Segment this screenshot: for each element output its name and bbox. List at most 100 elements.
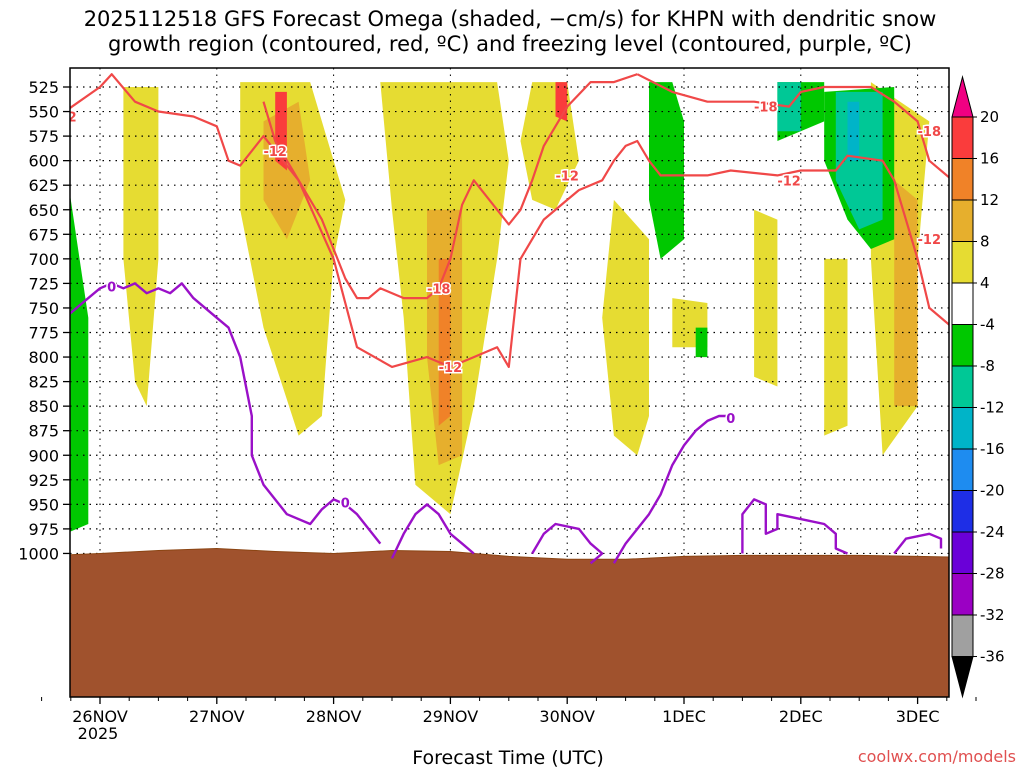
dgz-contour-label: -18 xyxy=(427,282,451,297)
omega-shaded-region xyxy=(649,82,684,259)
freezing-contour-label: 0 xyxy=(107,280,116,295)
dgz-contour-label: -18 xyxy=(918,125,942,140)
x-tick-label: 1DEC xyxy=(662,707,706,726)
colorbar-swatch xyxy=(951,407,974,450)
plot-frame xyxy=(69,67,950,698)
dgz-contour-label: -12 xyxy=(439,361,463,376)
colorbar-swatch xyxy=(951,531,974,574)
colorbar-swatch xyxy=(951,490,974,533)
freezing-level-contour xyxy=(390,503,475,559)
y-tick-label: 550 xyxy=(28,103,59,122)
dgz-contour-line xyxy=(636,73,949,179)
dgz-contour-label: -12 xyxy=(918,233,942,248)
colorbar-swatch xyxy=(951,573,974,616)
plot-border xyxy=(69,67,950,698)
y-tick-label: 650 xyxy=(28,201,59,220)
dgz-contour-line xyxy=(262,101,949,368)
y-axis-ticks: 525 550 575 600 625 650 675 700 725 750 775 800 825 8… xyxy=(18,78,70,563)
freezing-level-contour xyxy=(612,414,731,564)
colorbar-swatch xyxy=(951,614,974,657)
chart-title-line-1: 2025112518 GFS Forecast Omega (shaded, −… xyxy=(84,7,937,31)
omega-shaded-region xyxy=(123,87,159,407)
omega-shaded-region xyxy=(602,199,649,456)
dgz-contour-label: -18 xyxy=(754,101,778,116)
x-tick-label: 27NOV xyxy=(189,707,245,726)
y-tick-label: 875 xyxy=(28,422,59,441)
colorbar: 20 16 12 8 4 -4 -8 -12 -16 -20 -24 -28 -32 -36 xyxy=(951,75,1005,699)
dgz-contour-label: -12 xyxy=(53,110,77,125)
colorbar-label: 16 xyxy=(980,150,999,168)
x-tick-label: 30NOV xyxy=(539,707,595,726)
colorbar-swatch xyxy=(951,282,974,325)
freezing-level-contour xyxy=(70,282,382,545)
x-axis-label: Forecast Time (UTC) xyxy=(412,747,603,768)
colorbar-swatch xyxy=(951,324,974,367)
y-tick-label: 850 xyxy=(28,397,59,416)
freezing-contour-label: 0 xyxy=(341,496,350,511)
colorbar-swatch xyxy=(951,158,974,201)
colorbar-label: 20 xyxy=(980,108,999,126)
colorbar-label: -36 xyxy=(980,648,1005,666)
dgz-contour-line xyxy=(70,73,638,300)
y-tick-label: 625 xyxy=(28,176,59,195)
chart-title-line-2: growth region (contoured, red, ºC) and f… xyxy=(108,32,912,56)
dgz-contour-label: -12 xyxy=(777,174,801,189)
terrain-fill xyxy=(70,547,949,697)
x-tick-label: 2DEC xyxy=(779,707,823,726)
dgz-contour-label: -12 xyxy=(555,169,579,184)
colorbar-label: -28 xyxy=(980,565,1005,583)
x-tick-label: 3DEC xyxy=(896,707,940,726)
freezing-contour-label: 0 xyxy=(726,412,735,427)
y-tick-label: 675 xyxy=(28,225,59,244)
y-tick-label: 1000 xyxy=(18,544,59,563)
y-tick-label: 725 xyxy=(28,274,59,293)
y-tick-label: 600 xyxy=(28,152,59,171)
omega-shaded-region xyxy=(438,258,451,426)
omega-shaded-region xyxy=(847,101,860,161)
colorbar-label: -16 xyxy=(980,440,1005,458)
colorbar-swatch xyxy=(951,448,974,491)
colorbar-label: -24 xyxy=(980,523,1005,541)
y-tick-label: 800 xyxy=(28,348,59,367)
colorbar-label: 8 xyxy=(980,233,990,251)
credit-text: coolwx.com/models xyxy=(858,747,1016,766)
omega-shaded-region xyxy=(824,258,848,436)
colorbar-top-arrow xyxy=(951,75,974,118)
colorbar-swatch xyxy=(951,365,974,408)
freezing-level-contour xyxy=(893,532,943,555)
y-tick-label: 750 xyxy=(28,299,59,318)
colorbar-label: -32 xyxy=(980,606,1005,624)
y-tick-label: 825 xyxy=(28,373,59,392)
colorbar-label: 4 xyxy=(980,274,990,292)
y-tick-label: 925 xyxy=(28,471,59,490)
colorbar-swatch xyxy=(951,241,974,284)
dgz-contour-label: -12 xyxy=(263,145,287,160)
y-tick-label: 525 xyxy=(28,78,59,97)
y-tick-label: 700 xyxy=(28,250,59,269)
y-tick-label: 900 xyxy=(28,446,59,465)
omega-shaded-region xyxy=(70,194,89,532)
omega-shaded-region xyxy=(894,180,918,407)
colorbar-swatch xyxy=(951,199,974,242)
x-tick-label: 26NOV xyxy=(72,707,128,726)
omega-shaded-region xyxy=(695,327,708,358)
freezing-level-contour xyxy=(531,522,604,565)
y-tick-label: 575 xyxy=(28,127,59,146)
freezing-level-contour xyxy=(741,498,848,555)
colorbar-label: -4 xyxy=(980,316,995,334)
colorbar-label: 12 xyxy=(980,191,999,209)
plot-area: -12 -12 -18 -12 -12 -18 -12 -18 -12 0 0 0 xyxy=(53,68,949,697)
colorbar-label: -20 xyxy=(980,482,1005,500)
colorbar-label: -12 xyxy=(980,399,1005,417)
y-tick-label: 950 xyxy=(28,495,59,514)
colorbar-label: -8 xyxy=(980,357,995,375)
omega-shaded-region xyxy=(754,209,778,387)
x-tick-label: 29NOV xyxy=(423,707,479,726)
y-tick-label: 975 xyxy=(28,520,59,539)
colorbar-swatch xyxy=(951,116,974,159)
x-tick-sublabel: 2025 xyxy=(78,724,119,743)
colorbar-bottom-arrow xyxy=(951,656,974,699)
x-tick-label: 28NOV xyxy=(306,707,362,726)
